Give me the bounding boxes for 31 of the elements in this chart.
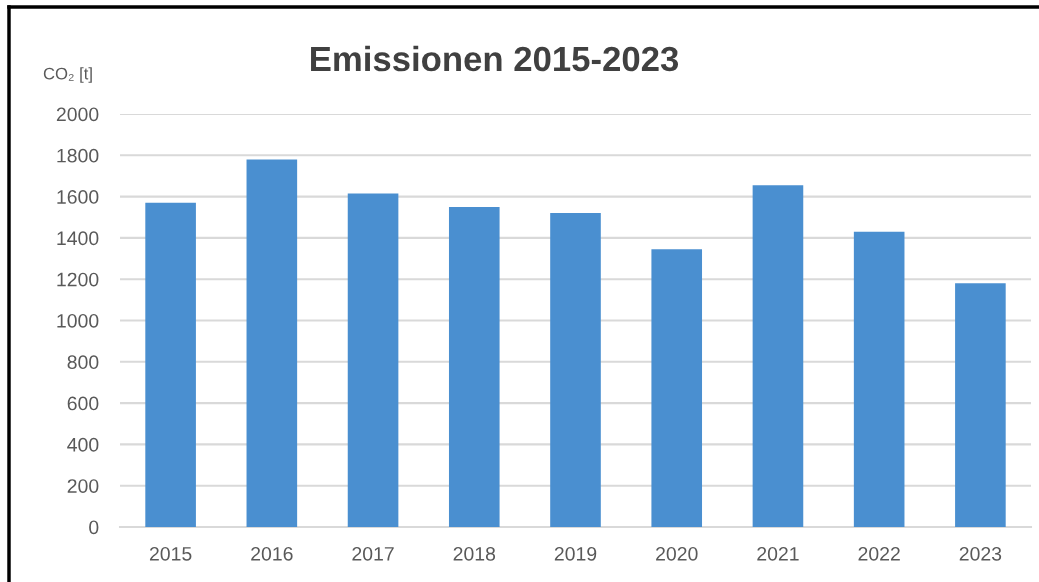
x-tick-label: 2022 [858,546,900,561]
bar [145,202,196,527]
bar [347,193,399,527]
bar [955,283,1006,527]
x-tick-label: 2019 [554,546,597,561]
chart-title: Emissionen 2015-2023 [311,45,679,72]
y-tick-label: 800 [67,355,99,370]
x-tick-label: 2023 [959,546,1002,561]
x-tick-label: 2018 [453,546,496,561]
y-tick-label: 1600 [57,190,99,204]
y-tick-label: 2000 [56,107,99,122]
y-tick-label: 1200 [57,272,99,287]
y-tick-label: 1400 [57,231,99,246]
bar [752,185,804,527]
y-tick-label: 1000 [57,313,99,328]
x-tick-label: 2016 [251,546,293,561]
x-tick-label: 2017 [352,546,394,561]
bar [853,231,905,527]
bar [550,213,601,527]
y-axis-title: CO₂ [t] [43,67,92,83]
y-tick-label: 200 [67,479,99,493]
bar [651,249,703,527]
y-tick-label: 600 [67,396,99,411]
x-tick-label: 2015 [149,546,192,561]
y-tick-label: 400 [67,437,99,452]
y-tick-label: 1800 [57,148,99,163]
bar [246,159,298,527]
x-tick-label: 2021 [757,546,799,561]
y-tick-label: 0 [89,520,99,535]
bar [448,206,500,527]
x-tick-label: 2020 [656,546,698,561]
